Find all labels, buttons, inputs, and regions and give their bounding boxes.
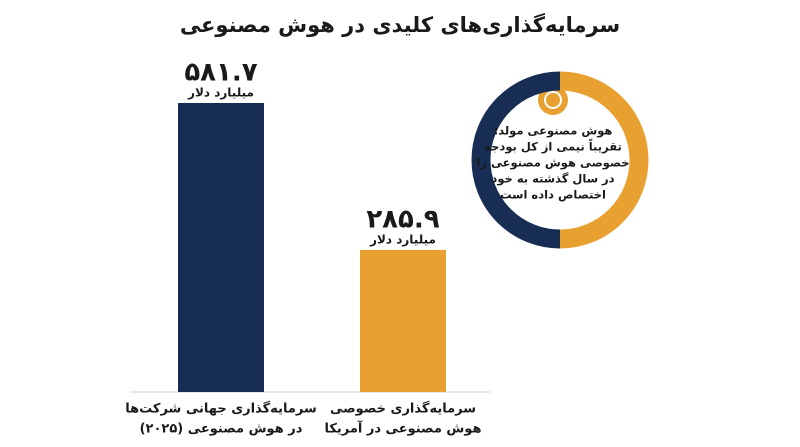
- donut-note: هوش مصنوعی مولد:: [494, 124, 613, 139]
- donut-segment: [471, 71, 561, 249]
- brain-icon-detail: [544, 91, 562, 109]
- category-label: سرمایه‌گذاری خصوصی: [330, 401, 476, 417]
- value-label: ۲۸۵.۹: [366, 204, 439, 234]
- donut-segment: [559, 71, 649, 249]
- value-unit: میلیارد دلار: [369, 232, 436, 246]
- category-label: هوش مصنوعی در آمریکا: [324, 420, 481, 437]
- value-label: ۵۸۱.۷: [184, 58, 257, 88]
- donut-note: خصوصی هوش مصنوعی را: [476, 156, 629, 171]
- brain-icon: [538, 85, 568, 115]
- category-label: سرمایه‌گذاری جهانی شرکت‌ها: [125, 401, 317, 417]
- donut-note: تقریباً نیمی از کل بودجه: [484, 138, 622, 155]
- donut-note: اختصاص داده است: [500, 188, 606, 202]
- bar: [360, 249, 446, 392]
- chart-title: سرمایه‌گذاری‌های کلیدی در هوش مصنوعی: [180, 12, 620, 37]
- value-unit: میلیارد دلار: [187, 86, 254, 100]
- category-label: در هوش مصنوعی (۲۰۲۵): [140, 422, 303, 437]
- donut-note: در سال گذشته به خود: [491, 172, 614, 187]
- bar: [178, 103, 264, 392]
